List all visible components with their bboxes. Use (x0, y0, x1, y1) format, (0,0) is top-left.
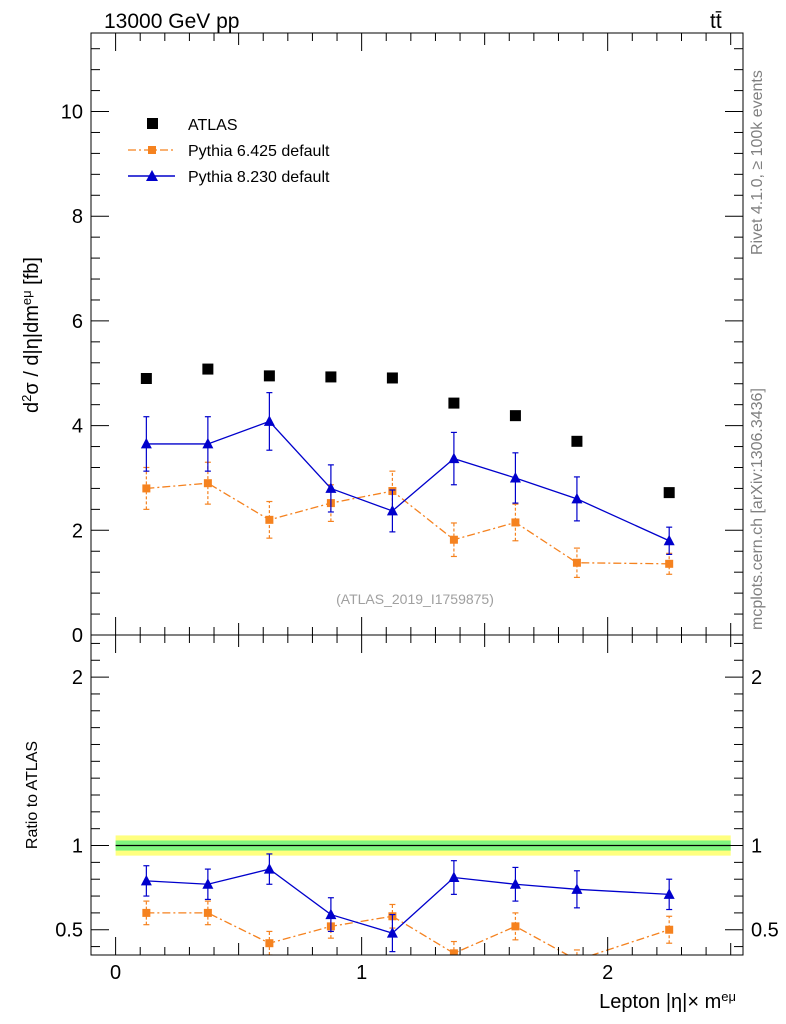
main-ylabel: d2σ / d|η|dmeμ [fb] (19, 257, 44, 413)
ratio-ylabel: Ratio to ATLAS (24, 741, 41, 849)
ratio-pythia8-point (663, 888, 675, 899)
pythia8-point (140, 437, 152, 449)
ratio-pythia6-point (511, 922, 520, 931)
pythia6-point (665, 559, 674, 568)
pythia8-point (325, 482, 337, 493)
pythia8-line (146, 420, 670, 542)
ratio-pythia8-point (509, 878, 521, 889)
ratio-pythia8-point (571, 883, 583, 894)
header-left-title: 13000 GeV pp (104, 10, 239, 33)
main-ytick-label: 4 (72, 416, 83, 438)
pythia6-point (142, 484, 151, 493)
ratio-xtick-label: 0 (110, 962, 121, 984)
pythia8-point (386, 504, 398, 516)
main-ytick-label: 8 (72, 206, 83, 228)
pythia6-point (449, 535, 458, 544)
ratio-pythia8-point (140, 874, 152, 886)
ratio-pythia8-point (325, 908, 337, 920)
main-ytick-label: 0 (72, 625, 83, 647)
legend-pythia8-marker (146, 170, 158, 181)
atlas-point (571, 435, 583, 447)
ratio-ytick-label-left: 0.5 (55, 920, 83, 942)
ratio-pythia6-point (665, 925, 674, 934)
legend-pythia6-label: Pythia 6.425 default (188, 143, 330, 160)
analysis-watermark: (ATLAS_2019_I1759875) (336, 591, 494, 607)
legend-atlas-label: ATLAS (188, 117, 238, 134)
ratio-ytick-label-left: 1 (72, 836, 83, 858)
ratio-ytick-label-right: 1 (751, 836, 762, 858)
pythia8-point (663, 534, 675, 546)
main-ticks: 0 2 4 6 8 10 (61, 33, 743, 647)
main-data-layer (140, 363, 675, 579)
pythia8-point (509, 471, 521, 483)
ratio-pythia8-point (263, 863, 275, 874)
ratio-ticks: 0.5 0.5 1 1 2 2 0 1 2 (55, 635, 779, 984)
header-right-title: tt̄ (710, 10, 722, 33)
ratio-pythia8-point (386, 927, 398, 938)
atlas-point (663, 487, 675, 499)
legend-atlas-marker (147, 118, 158, 129)
ratio-pythia6-point (573, 956, 581, 964)
ratio-pythia6-point (449, 949, 458, 955)
ratio-ytick-label-left: 2 (72, 667, 83, 689)
pythia6-point (203, 479, 212, 488)
legend-pythia8-label: Pythia 8.230 default (188, 169, 330, 186)
atlas-point (202, 363, 214, 375)
ratio-frame (90, 634, 744, 956)
ratio-data-layer (115, 835, 731, 964)
pythia8-point (571, 492, 583, 504)
ratio-pythia8-point (448, 871, 460, 883)
ratio-ytick-label-right: 2 (751, 667, 762, 689)
ratio-xtick-label: 2 (602, 962, 613, 984)
mcplots-label: mcplots.cern.ch [arXiv:1306.3436] (749, 388, 766, 630)
pythia6-point (572, 558, 581, 567)
pythia6-line (146, 482, 670, 565)
main-panel: 0 2 4 6 8 10 (ATLAS_2019_I1759875) d2σ / d|η|… (19, 32, 744, 647)
atlas-point (448, 397, 460, 409)
legend-pythia6-marker (148, 146, 156, 154)
pythia6-point (511, 518, 520, 527)
ratio-pythia6-point (142, 908, 151, 917)
rivet-label: Rivet 4.1.0, ≥ 100k events (749, 70, 766, 255)
ratio-xlabel: Lepton |η|× meμ (599, 989, 736, 1014)
ratio-pythia8-point (202, 878, 214, 889)
ratio-ytick-label-right: 0.5 (751, 920, 779, 942)
pythia6-point (265, 515, 274, 524)
pythia8-point (448, 452, 460, 464)
atlas-point (325, 371, 337, 383)
atlas-point (386, 372, 398, 384)
main-ytick-label: 6 (72, 311, 83, 333)
atlas-point (509, 410, 521, 422)
legend: ATLAS Pythia 6.425 default Pythia 8.230 … (128, 117, 330, 186)
ratio-xtick-label: 1 (356, 962, 367, 984)
ratio-pythia6-point (265, 939, 274, 948)
atlas-point (140, 372, 152, 384)
main-ytick-label: 2 (72, 520, 83, 542)
ratio-panel: 0.5 0.5 1 1 2 2 0 1 2 Ratio to ATLAS Lepton |η|×… (24, 634, 779, 1014)
pythia8-point (202, 437, 214, 449)
atlas-point (263, 370, 275, 382)
ratio-pythia6-point (203, 908, 212, 917)
main-ytick-label: 10 (61, 102, 83, 124)
ratio-pythia8-line (146, 868, 670, 934)
pythia8-point (263, 415, 275, 426)
